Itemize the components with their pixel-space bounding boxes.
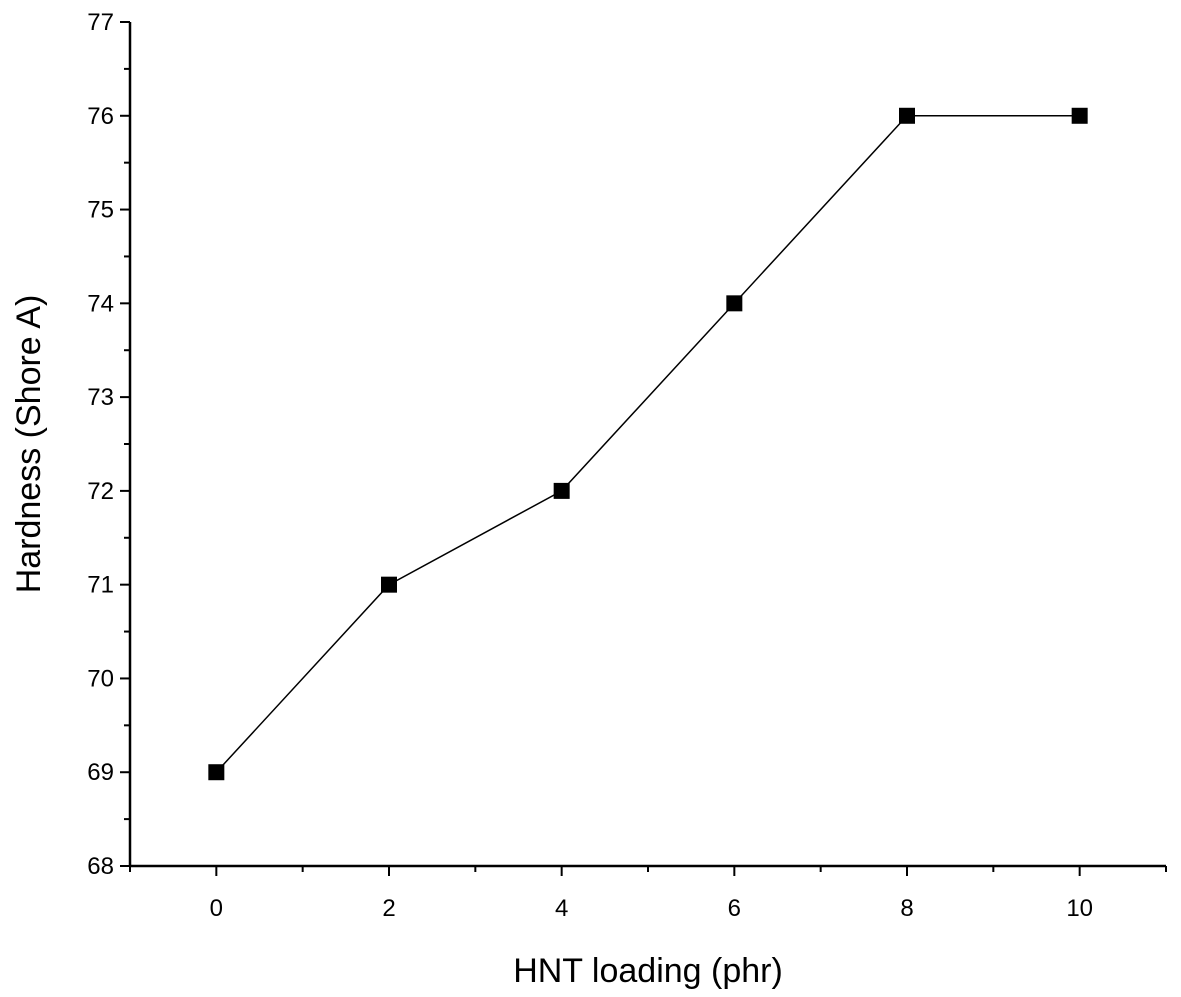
x-tick-label: 8 (900, 895, 913, 922)
y-tick-label: 74 (87, 290, 114, 317)
x-tick-label: 4 (555, 895, 568, 922)
y-tick-label: 72 (87, 478, 114, 505)
y-tick-label: 75 (87, 197, 114, 224)
x-tick-label: 0 (210, 895, 223, 922)
y-tick-label: 69 (87, 759, 114, 786)
data-point-marker (726, 295, 743, 312)
plot-area (128, 22, 1166, 868)
x-axis-ticks: 0 2 4 6 8 10 (129, 866, 1167, 922)
data-point-marker (381, 576, 397, 593)
y-tick-label: 68 (87, 853, 114, 880)
y-tick-label: 71 (87, 572, 114, 599)
y-tick-label: 73 (87, 384, 114, 411)
x-tick-label: 6 (728, 895, 741, 922)
y-tick-label: 77 (87, 9, 114, 36)
y-tick-label: 76 (87, 103, 114, 130)
series-line (215, 115, 1080, 773)
data-point-marker (208, 764, 225, 781)
x-tick-label: 2 (382, 895, 395, 922)
y-tick-label: 70 (87, 665, 114, 692)
y-axis-ticks: 68 69 70 71 72 73 74 75 76 77 (87, 9, 130, 880)
y-axis-title: Hardness (Shore A) (10, 295, 48, 594)
x-tick-label: 10 (1066, 895, 1093, 922)
data-point-marker (553, 482, 570, 499)
x-axis-title: HNT loading (phr) (513, 952, 783, 990)
series-layer (208, 107, 1088, 781)
data-point-marker (899, 107, 915, 124)
data-point-marker (1071, 107, 1088, 124)
